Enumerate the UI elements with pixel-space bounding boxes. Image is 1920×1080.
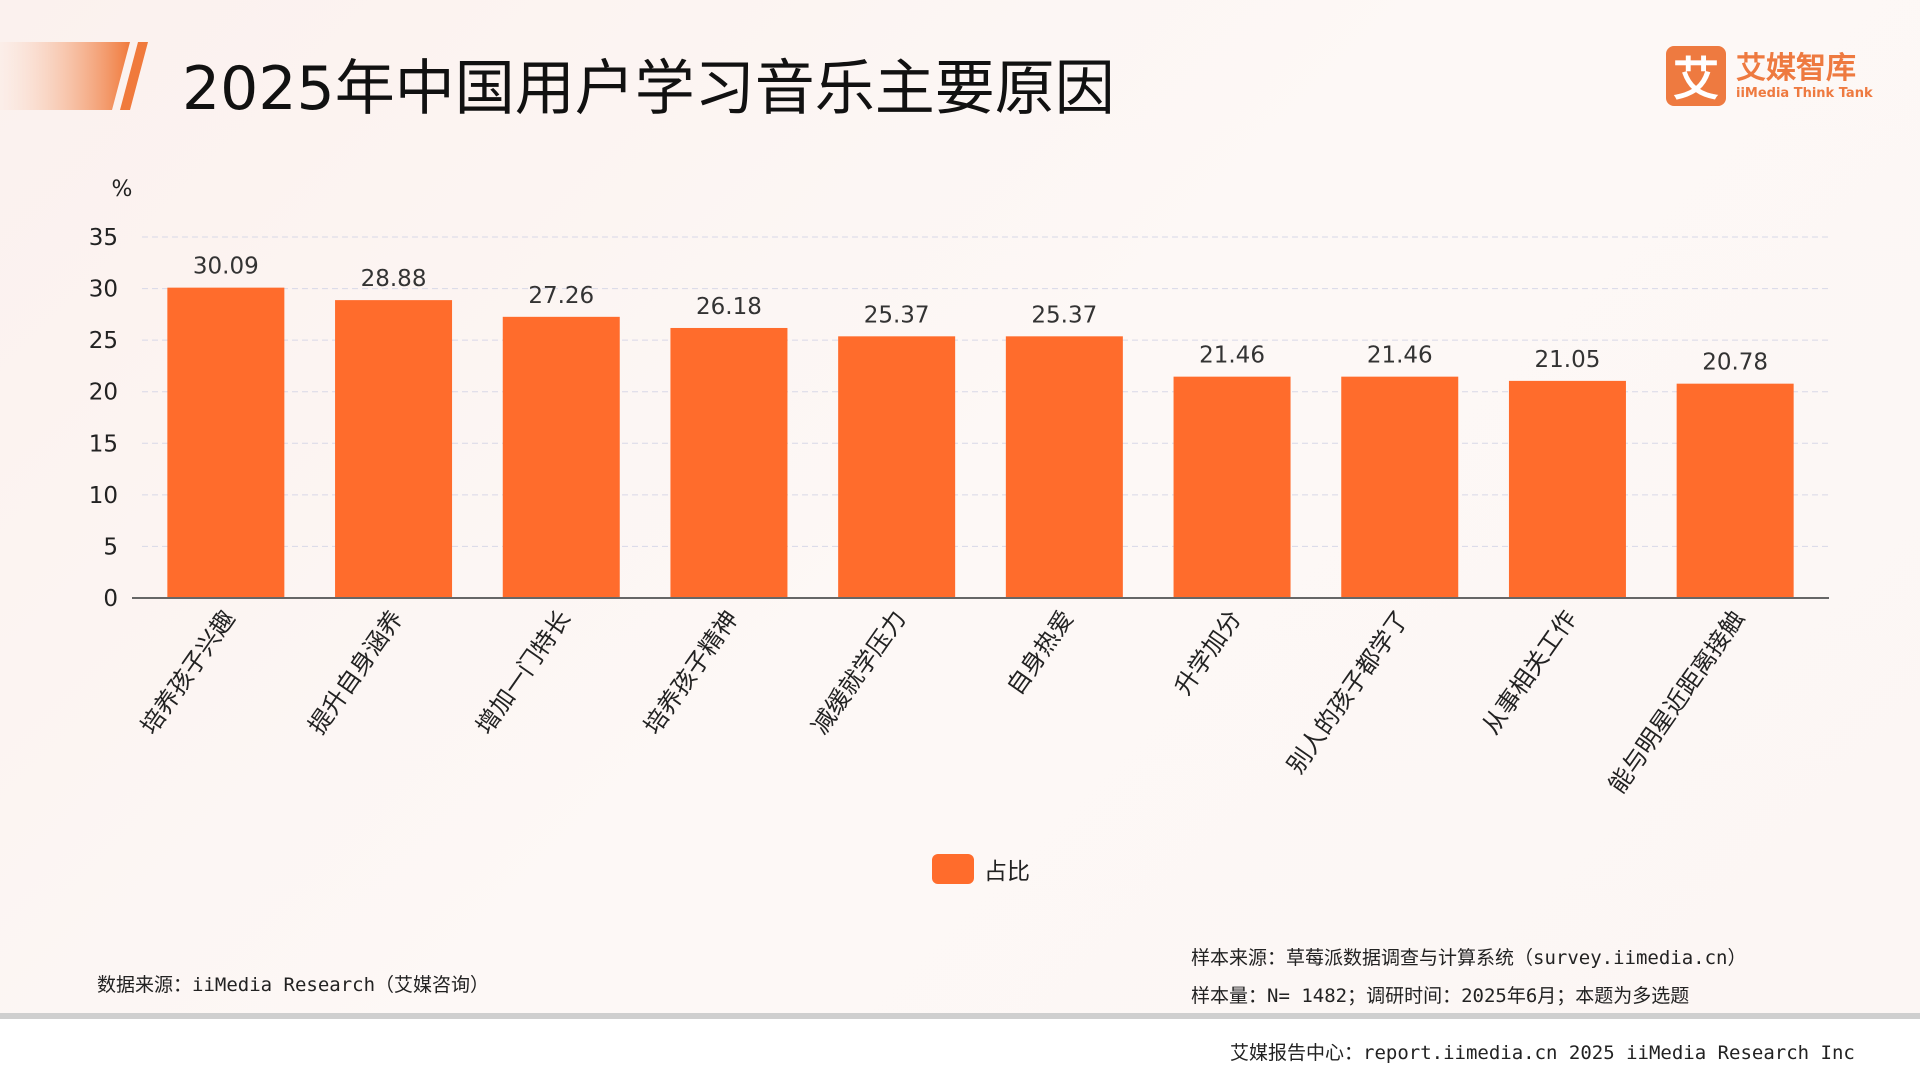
- sample-source: 样本来源：草莓派数据调查与计算系统（survey.iimedia.cn）: [1191, 947, 1747, 969]
- y-tick-label: 20: [89, 380, 118, 406]
- x-tick-label: 减缓就学压力: [806, 605, 912, 739]
- data-label: 25.37: [864, 302, 930, 328]
- legend-swatch: [932, 854, 974, 884]
- bar: [838, 336, 956, 598]
- data-label: 21.46: [1199, 343, 1265, 369]
- bar: [670, 327, 788, 598]
- title-decoration: [0, 42, 148, 110]
- x-tick-label: 能与明星近距离接触: [1603, 605, 1750, 798]
- bar: [1508, 380, 1626, 598]
- legend: 占比: [932, 852, 1030, 886]
- x-tick-label: 升学加分: [1169, 605, 1247, 700]
- divider: [0, 1013, 1920, 1019]
- data-source: 数据来源：iiMedia Research（艾媒咨询）: [97, 974, 490, 996]
- x-tick-label: 提升自身涵养: [303, 605, 409, 739]
- x-tick-label: 培养孩子兴趣: [135, 605, 241, 739]
- y-tick-label: 30: [89, 277, 118, 303]
- logo: 艾 艾媒智库 iiMedia Think Tank: [1666, 46, 1873, 106]
- data-label: 30.09: [193, 254, 259, 280]
- data-label: 28.88: [361, 266, 427, 292]
- data-label: 25.37: [1031, 302, 1097, 328]
- footer: [0, 1019, 1920, 1080]
- logo-mark: 艾: [1666, 46, 1726, 106]
- sample-size: 样本量：N= 1482；调研时间：2025年6月；本题为多选题: [1191, 985, 1690, 1007]
- data-label: 21.05: [1535, 347, 1601, 373]
- y-tick-label: 5: [103, 534, 118, 560]
- bar: [1341, 376, 1459, 598]
- x-tick-label: 培养孩子精神: [638, 605, 744, 739]
- bar: [167, 287, 285, 598]
- bar: [1005, 336, 1123, 598]
- logo-en: iiMedia Think Tank: [1736, 85, 1873, 101]
- legend-label: 占比: [984, 859, 1030, 885]
- bar: [335, 300, 453, 598]
- y-tick-label: 35: [89, 225, 118, 251]
- x-tick-label: 自身热爱: [1001, 605, 1079, 700]
- x-tick-label: 增加一门特长: [471, 605, 577, 739]
- data-label: 26.18: [696, 294, 762, 320]
- data-label: 27.26: [528, 283, 594, 309]
- y-tick-label: 25: [89, 328, 118, 354]
- logo-cn: 艾媒智库: [1736, 50, 1856, 86]
- y-tick-label: 10: [89, 483, 118, 509]
- x-tick-label: 从事相关工作: [1477, 605, 1583, 739]
- y-tick-label: 15: [89, 431, 118, 457]
- footer-text: 艾媒报告中心：report.iimedia.cn 2025 iiMedia Re…: [1230, 1042, 1855, 1064]
- bar: [1676, 383, 1794, 598]
- page-title: 2025年中国用户学习音乐主要原因: [182, 54, 1115, 124]
- data-label: 21.46: [1367, 343, 1433, 369]
- bar: [502, 316, 620, 598]
- data-label: 20.78: [1702, 350, 1768, 376]
- y-tick-label: 0: [103, 586, 118, 612]
- x-tick-label: 别人的孩子都学了: [1282, 605, 1415, 778]
- y-axis-unit: %: [112, 177, 133, 202]
- bar: [1173, 376, 1291, 598]
- bar-chart: % 0 5 10 15 20 25 30 35 30.09 培养孩子兴趣 28.88 提升自身涵养 27.…: [89, 177, 1829, 798]
